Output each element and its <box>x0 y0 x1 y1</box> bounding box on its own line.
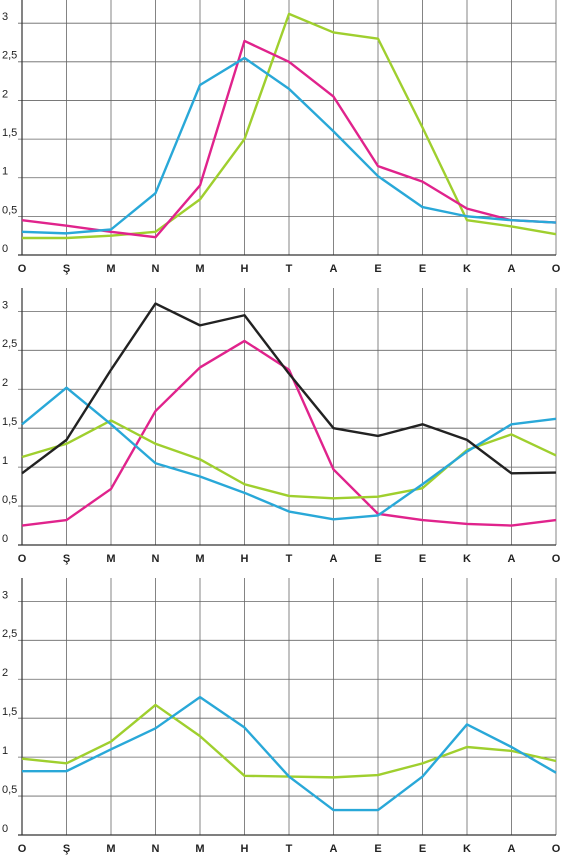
x-tick-label: T <box>286 553 293 565</box>
x-tick-label: T <box>286 843 293 855</box>
x-tick-label: K <box>463 553 471 565</box>
x-tick-label: E <box>374 553 381 565</box>
series-line <box>21 302 557 475</box>
y-tick-label: 2 <box>2 667 8 679</box>
y-tick-label: 0,5 <box>2 494 17 506</box>
y-tick-label: 0 <box>2 823 8 835</box>
x-tick-label: E <box>374 843 381 855</box>
x-tick-label: H <box>241 553 249 565</box>
y-tick-label: 1,5 <box>2 127 17 139</box>
y-tick-label: 3 <box>2 11 8 23</box>
y-tick-label: 2,5 <box>2 628 17 640</box>
y-tick-label: 1 <box>2 166 8 178</box>
x-tick-label: N <box>152 843 160 855</box>
y-tick-label: 2 <box>2 377 8 389</box>
x-tick-label: O <box>552 843 561 855</box>
x-tick-label: N <box>152 553 160 565</box>
x-tick-label: K <box>463 263 471 275</box>
y-tick-label: 2 <box>2 88 8 100</box>
x-tick-label: O <box>552 553 561 565</box>
y-tick-label: 2,5 <box>2 338 17 350</box>
x-tick-label: H <box>241 263 249 275</box>
y-tick-label: 1 <box>2 745 8 757</box>
x-tick-label: K <box>463 843 471 855</box>
y-tick-label: 0 <box>2 533 8 545</box>
series-line <box>21 39 557 239</box>
x-tick-label: M <box>195 553 204 565</box>
y-tick-label: 3 <box>2 589 8 601</box>
y-tick-label: 1 <box>2 455 8 467</box>
x-tick-label: M <box>106 553 115 565</box>
x-tick-label: O <box>18 263 27 275</box>
y-tick-label: 0,5 <box>2 204 17 216</box>
x-tick-label: A <box>508 843 516 855</box>
y-tick-label: 1,5 <box>2 416 17 428</box>
x-tick-label: T <box>286 263 293 275</box>
series-line <box>21 419 557 500</box>
x-tick-label: E <box>419 263 426 275</box>
x-tick-label: E <box>419 553 426 565</box>
y-tick-label: 1,5 <box>2 706 17 718</box>
x-tick-label: E <box>419 843 426 855</box>
x-tick-label: Ş <box>63 553 70 565</box>
x-tick-label: M <box>195 843 204 855</box>
x-tick-label: A <box>330 843 338 855</box>
x-tick-label: A <box>508 553 516 565</box>
x-tick-label: A <box>330 263 338 275</box>
x-tick-label: M <box>195 263 204 275</box>
y-tick-label: 2,5 <box>2 50 17 62</box>
y-tick-label: 0,5 <box>2 784 17 796</box>
series-line <box>21 386 557 521</box>
x-tick-label: O <box>18 553 27 565</box>
x-tick-label: E <box>374 263 381 275</box>
series-line <box>22 695 557 812</box>
series-line <box>21 339 557 527</box>
series-line <box>21 56 557 235</box>
x-tick-label: Ş <box>63 263 70 275</box>
x-tick-label: N <box>152 263 160 275</box>
y-tick-label: 3 <box>2 299 8 311</box>
y-tick-label: 0 <box>2 243 8 255</box>
x-tick-label: O <box>552 263 561 275</box>
series-line <box>22 12 557 240</box>
x-tick-label: A <box>330 553 338 565</box>
x-tick-label: A <box>508 263 516 275</box>
x-tick-label: Ş <box>63 843 70 855</box>
x-tick-label: O <box>18 843 27 855</box>
x-tick-label: M <box>106 263 115 275</box>
x-tick-label: M <box>106 843 115 855</box>
x-tick-label: H <box>241 843 249 855</box>
